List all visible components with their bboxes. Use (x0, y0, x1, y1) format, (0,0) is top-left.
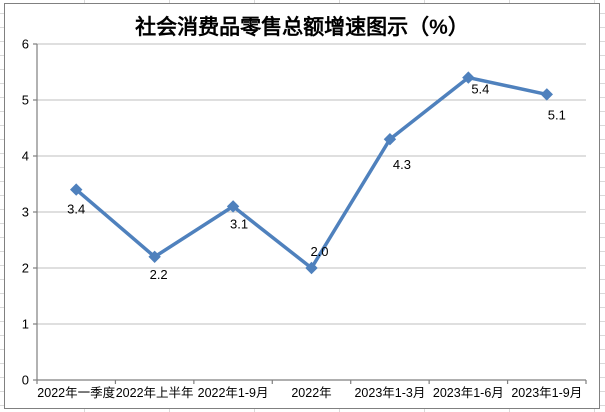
data-label-2: 3.1 (230, 216, 248, 231)
x-category-label: 2023年1-9月 (511, 386, 582, 400)
y-tick-label-4: 4 (22, 149, 29, 164)
data-point-marker-6 (540, 88, 553, 101)
x-category-label: 2022年上半年 (116, 386, 194, 400)
y-tick-label-1: 1 (22, 317, 29, 332)
y-tick-label-5: 5 (22, 93, 29, 108)
line-chart-canvas: 0 1 2 3 4 5 6 2022年一季度 2022年上半年 2022年1-9月 2022年 202… (22, 37, 587, 400)
data-point-marker-0 (70, 183, 83, 196)
x-category-label: 2022年1-9月 (198, 386, 269, 400)
x-category-label: 2023年1-3月 (354, 386, 425, 400)
data-point-marker-5 (462, 71, 475, 84)
data-point-marker-2 (226, 200, 240, 213)
data-point-marker-1 (148, 250, 161, 264)
data-label-4: 4.3 (393, 157, 411, 172)
chart-object[interactable]: 社会消费品零售总额增速图示（%） 0 1 2 3 4 5 6 2022年一季度 2022年上半年… (4, 3, 600, 409)
y-tick-label-6: 6 (22, 37, 29, 52)
x-category-label: 2023年1-6月 (433, 386, 504, 400)
x-category-label: 2022年 (291, 386, 331, 400)
y-tick-label-0: 0 (22, 373, 29, 388)
chart-title: 社会消费品零售总额增速图示（%） (135, 16, 469, 39)
y-tick-label-3: 3 (22, 205, 29, 220)
data-label-5: 5.4 (471, 82, 489, 97)
data-label-1: 2.2 (150, 267, 168, 282)
data-point-marker-4 (383, 132, 397, 146)
data-label-3: 2.0 (310, 244, 328, 259)
y-tick-label-2: 2 (22, 261, 29, 276)
x-category-label: 2022年一季度 (37, 385, 115, 400)
data-point-marker-3 (305, 261, 318, 275)
data-label-0: 3.4 (67, 202, 85, 217)
series-line (74, 75, 549, 270)
data-label-6: 5.1 (548, 107, 566, 122)
